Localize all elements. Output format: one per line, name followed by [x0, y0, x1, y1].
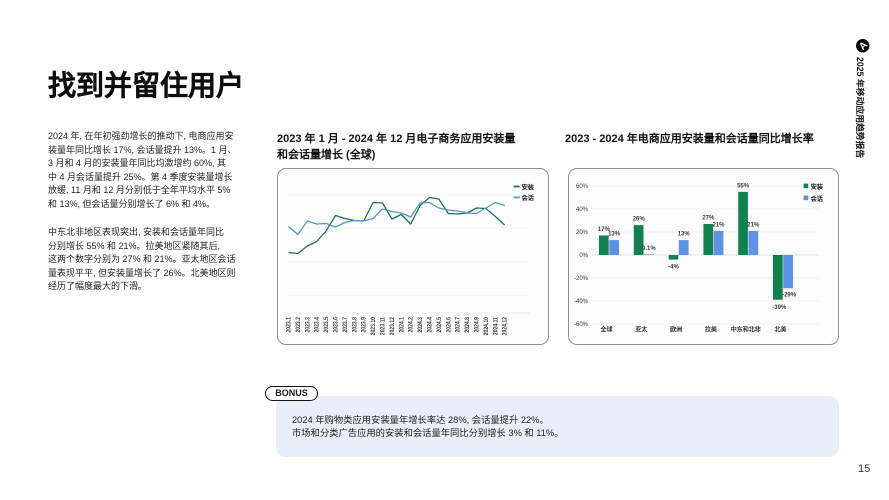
svg-text:中东和北非: 中东和北非	[731, 326, 761, 334]
svg-text:2024.12: 2024.12	[502, 317, 508, 335]
svg-text:27%: 27%	[702, 216, 715, 222]
svg-text:2024.9: 2024.9	[474, 317, 480, 333]
svg-text:欧洲: 欧洲	[670, 326, 682, 334]
svg-text:会话: 会话	[811, 195, 824, 203]
svg-text:拉美: 拉美	[705, 326, 718, 334]
svg-text:21%: 21%	[747, 222, 760, 228]
svg-text:2024.6: 2024.6	[446, 317, 452, 333]
svg-text:2023.4: 2023.4	[314, 316, 320, 332]
svg-text:2024.7: 2024.7	[455, 317, 461, 333]
svg-text:2023.8: 2023.8	[352, 317, 358, 333]
svg-text:2024.3: 2024.3	[418, 317, 424, 333]
svg-text:-20%: -20%	[574, 276, 589, 282]
svg-text:55%: 55%	[737, 183, 750, 189]
svg-text:2024.11: 2024.11	[493, 317, 499, 335]
svg-text:北美: 北美	[774, 326, 787, 334]
svg-text:-39%: -39%	[772, 305, 787, 311]
svg-text:会话: 会话	[522, 194, 535, 202]
svg-text:2023.3: 2023.3	[305, 317, 311, 333]
svg-text:2023.5: 2023.5	[324, 317, 330, 333]
svg-text:2023.6: 2023.6	[333, 317, 339, 333]
svg-text:2023.11: 2023.11	[380, 317, 386, 335]
svg-text:2023.10: 2023.10	[371, 317, 377, 335]
svg-text:13%: 13%	[678, 232, 691, 238]
svg-text:-60%: -60%	[574, 322, 589, 328]
svg-text:17%: 17%	[598, 227, 611, 233]
svg-text:安装: 安装	[522, 183, 535, 191]
svg-text:2024.8: 2024.8	[465, 317, 471, 333]
svg-text:2024.2: 2024.2	[408, 317, 414, 333]
svg-text:0.1%: 0.1%	[642, 246, 656, 252]
svg-text:13%: 13%	[608, 232, 621, 238]
svg-text:亚太: 亚太	[635, 326, 648, 334]
svg-text:安装: 安装	[811, 183, 824, 191]
svg-text:40%: 40%	[576, 207, 589, 213]
svg-text:2023.9: 2023.9	[361, 317, 367, 333]
svg-text:2023.1: 2023.1	[286, 317, 292, 333]
svg-text:60%: 60%	[576, 184, 589, 190]
svg-text:2023.12: 2023.12	[390, 317, 396, 335]
svg-text:2024.4: 2024.4	[427, 316, 433, 332]
svg-text:2023.7: 2023.7	[343, 317, 349, 333]
svg-text:-4%: -4%	[668, 265, 679, 271]
svg-text:-29%: -29%	[782, 292, 797, 298]
svg-text:-40%: -40%	[574, 299, 589, 305]
svg-text:2024.1: 2024.1	[399, 317, 405, 333]
svg-text:全球: 全球	[599, 326, 613, 334]
svg-text:0%: 0%	[579, 253, 588, 259]
svg-text:26%: 26%	[633, 217, 646, 223]
svg-text:20%: 20%	[576, 230, 589, 236]
svg-text:21%: 21%	[712, 222, 725, 228]
svg-text:2024.10: 2024.10	[484, 317, 490, 335]
svg-text:2024.5: 2024.5	[437, 317, 443, 333]
svg-text:2023.2: 2023.2	[296, 317, 302, 333]
